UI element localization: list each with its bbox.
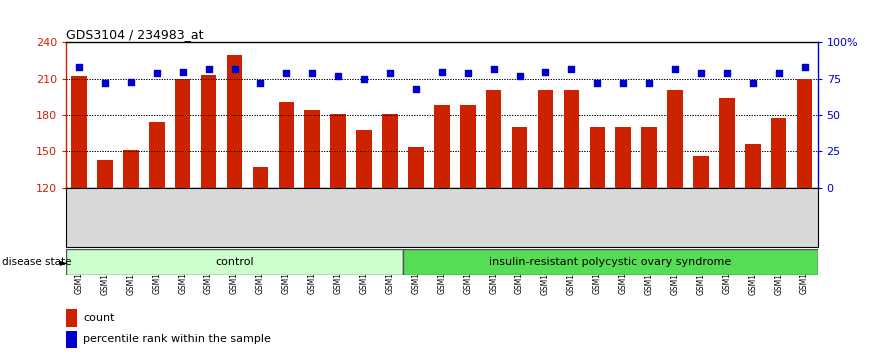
Point bbox=[745, 80, 759, 86]
Point bbox=[383, 70, 397, 76]
Point bbox=[331, 73, 345, 79]
Bar bbox=[589, 127, 605, 188]
Bar bbox=[693, 156, 708, 188]
Bar bbox=[305, 110, 320, 188]
Bar bbox=[460, 105, 476, 188]
Point bbox=[175, 69, 189, 74]
Bar bbox=[641, 127, 657, 188]
Bar bbox=[745, 144, 760, 188]
Bar bbox=[201, 75, 217, 188]
Point bbox=[642, 80, 656, 86]
Bar bbox=[796, 79, 812, 188]
Bar bbox=[253, 167, 268, 188]
Bar bbox=[486, 90, 501, 188]
Text: disease state: disease state bbox=[2, 257, 71, 267]
Bar bbox=[667, 90, 683, 188]
Point bbox=[720, 70, 734, 76]
Point bbox=[486, 66, 500, 72]
Point bbox=[434, 69, 448, 74]
Bar bbox=[771, 118, 787, 188]
Bar bbox=[408, 147, 424, 188]
Point bbox=[590, 80, 604, 86]
Bar bbox=[123, 150, 138, 188]
Bar bbox=[382, 114, 397, 188]
Point bbox=[797, 64, 811, 70]
Bar bbox=[616, 127, 631, 188]
Bar bbox=[512, 127, 528, 188]
Bar bbox=[719, 98, 735, 188]
Bar bbox=[175, 79, 190, 188]
Bar bbox=[278, 102, 294, 188]
Point bbox=[150, 70, 164, 76]
Bar bbox=[226, 55, 242, 188]
Bar bbox=[434, 105, 449, 188]
Point bbox=[357, 76, 371, 81]
Bar bbox=[149, 122, 165, 188]
Point bbox=[124, 79, 138, 85]
Bar bbox=[66, 331, 77, 348]
Point bbox=[513, 73, 527, 79]
Bar bbox=[564, 90, 579, 188]
Point bbox=[254, 80, 268, 86]
Bar bbox=[356, 130, 372, 188]
Bar bbox=[97, 160, 113, 188]
Bar bbox=[537, 90, 553, 188]
Point bbox=[565, 66, 579, 72]
FancyBboxPatch shape bbox=[403, 249, 818, 275]
Point bbox=[227, 66, 241, 72]
Point bbox=[461, 70, 475, 76]
Point bbox=[772, 70, 786, 76]
Point bbox=[694, 70, 708, 76]
Point bbox=[668, 66, 682, 72]
Bar bbox=[330, 114, 346, 188]
Point bbox=[98, 80, 112, 86]
Point bbox=[538, 69, 552, 74]
Point bbox=[279, 70, 293, 76]
FancyBboxPatch shape bbox=[66, 249, 403, 275]
Text: GDS3104 / 234983_at: GDS3104 / 234983_at bbox=[66, 28, 204, 41]
Point bbox=[202, 66, 216, 72]
Bar bbox=[71, 76, 87, 188]
Text: control: control bbox=[215, 257, 254, 267]
Text: ►: ► bbox=[60, 257, 68, 267]
Text: insulin-resistant polycystic ovary syndrome: insulin-resistant polycystic ovary syndr… bbox=[489, 257, 731, 267]
Bar bbox=[66, 309, 77, 326]
Text: count: count bbox=[83, 313, 115, 323]
Point bbox=[616, 80, 630, 86]
Point bbox=[72, 64, 86, 70]
Point bbox=[305, 70, 319, 76]
Point bbox=[409, 86, 423, 92]
Text: percentile rank within the sample: percentile rank within the sample bbox=[83, 335, 271, 344]
